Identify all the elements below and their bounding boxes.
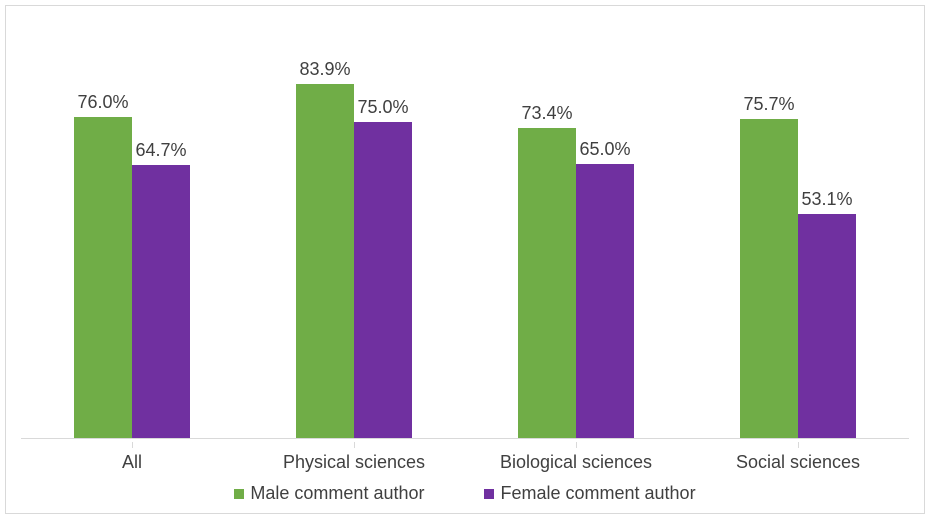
- bar-value-label: 65.0%: [579, 139, 630, 160]
- bar: [740, 119, 798, 438]
- bar-wrap: 73.4%: [518, 16, 576, 438]
- bar: [354, 122, 412, 439]
- x-axis-label: All: [122, 452, 142, 473]
- bar: [518, 128, 576, 438]
- x-axis-label: Social sciences: [736, 452, 860, 473]
- legend-item: Male comment author: [234, 483, 424, 504]
- x-tick: Physical sciences: [243, 442, 465, 473]
- legend-label: Male comment author: [250, 483, 424, 504]
- bar-value-label: 64.7%: [135, 140, 186, 161]
- bar-wrap: 64.7%: [132, 16, 190, 438]
- bar-group: 73.4% 65.0%: [465, 16, 687, 438]
- bar-value-label: 73.4%: [521, 103, 572, 124]
- bar-group: 75.7% 53.1%: [687, 16, 909, 438]
- chart-container: 76.0% 64.7% 83.9% 75.0% 73.4% 65.0% 75.7% 53.1%…: [5, 5, 925, 514]
- bar-value-label: 76.0%: [77, 92, 128, 113]
- x-tick: Biological sciences: [465, 442, 687, 473]
- x-tick-mark: [798, 442, 799, 448]
- legend-swatch: [484, 489, 494, 499]
- bar: [798, 214, 856, 438]
- bar-group: 83.9% 75.0%: [243, 16, 465, 438]
- x-tick: Social sciences: [687, 442, 909, 473]
- bar-value-label: 53.1%: [801, 189, 852, 210]
- bar-wrap: 76.0%: [74, 16, 132, 438]
- x-tick-mark: [132, 442, 133, 448]
- bar-group: 76.0% 64.7%: [21, 16, 243, 438]
- plot-area: 76.0% 64.7% 83.9% 75.0% 73.4% 65.0% 75.7% 53.1%: [21, 16, 909, 439]
- x-tick-mark: [354, 442, 355, 448]
- bar-value-label: 75.0%: [357, 97, 408, 118]
- bar: [132, 165, 190, 438]
- legend-item: Female comment author: [484, 483, 695, 504]
- bar: [576, 164, 634, 438]
- x-tick-mark: [576, 442, 577, 448]
- bar-value-label: 83.9%: [299, 59, 350, 80]
- x-tick: All: [21, 442, 243, 473]
- x-axis-label: Biological sciences: [500, 452, 652, 473]
- bar-wrap: 53.1%: [798, 16, 856, 438]
- x-axis: All Physical sciences Biological sciences S…: [21, 442, 909, 473]
- legend-label: Female comment author: [500, 483, 695, 504]
- legend: Male comment author Female comment author: [21, 483, 909, 508]
- bar-wrap: 83.9%: [296, 16, 354, 438]
- legend-swatch: [234, 489, 244, 499]
- x-axis-label: Physical sciences: [283, 452, 425, 473]
- bar: [296, 84, 354, 438]
- bar-wrap: 65.0%: [576, 16, 634, 438]
- bar: [74, 117, 132, 438]
- bar-wrap: 75.7%: [740, 16, 798, 438]
- bar-wrap: 75.0%: [354, 16, 412, 438]
- bar-value-label: 75.7%: [743, 94, 794, 115]
